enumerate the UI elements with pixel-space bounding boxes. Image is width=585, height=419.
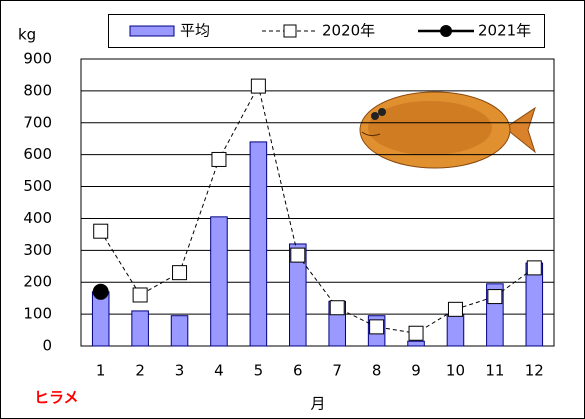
x-tick-label: 7 <box>332 362 342 380</box>
legend-marker <box>440 25 452 37</box>
marker <box>487 289 503 305</box>
x-tick-label: 5 <box>254 362 264 380</box>
legend-label: 2021年 <box>478 22 531 40</box>
bar <box>131 310 149 347</box>
marker <box>369 319 385 335</box>
marker <box>329 300 345 316</box>
x-tick-label: 3 <box>175 362 185 380</box>
bar <box>91 291 110 347</box>
x-tick-label: 10 <box>446 362 465 380</box>
bar <box>249 141 268 347</box>
bar <box>170 315 189 347</box>
marker <box>408 325 424 341</box>
x-tick-label: 2 <box>135 362 145 380</box>
marker <box>211 151 227 167</box>
legend-swatch <box>129 25 175 37</box>
x-tick-label: 11 <box>485 362 504 380</box>
fish-name: ヒラメ <box>34 389 79 407</box>
marker <box>172 265 188 281</box>
y-tick-label: 800 <box>23 81 52 99</box>
x-tick-label: 6 <box>293 362 303 380</box>
bar <box>289 243 307 347</box>
legend-marker <box>283 24 297 38</box>
bar <box>210 216 228 347</box>
plot-border <box>80 58 555 347</box>
y-tick-label: 200 <box>23 273 52 291</box>
marker <box>447 301 463 317</box>
y-axis-label: kg <box>18 26 36 44</box>
x-tick-label: 12 <box>525 362 544 380</box>
bar <box>525 262 544 347</box>
x-tick-label: 4 <box>214 362 224 380</box>
marker <box>290 247 306 263</box>
bar <box>446 313 465 347</box>
x-tick-label: 8 <box>372 362 382 380</box>
y-tick-label: 100 <box>23 305 52 323</box>
marker <box>526 260 542 276</box>
marker <box>93 223 109 239</box>
marker <box>250 78 266 94</box>
y-tick-label: 900 <box>23 50 52 68</box>
y-tick-label: 600 <box>23 145 52 163</box>
y-tick-label: 700 <box>23 113 52 131</box>
marker <box>132 287 148 303</box>
x-axis-label: 月 <box>310 395 325 413</box>
legend-label: 2020年 <box>322 22 375 40</box>
y-tick-label: 500 <box>23 177 52 195</box>
y-tick-label: 400 <box>23 209 52 227</box>
x-tick-label: 9 <box>411 362 421 380</box>
marker <box>92 283 109 300</box>
legend-label: 平均 <box>180 22 210 40</box>
y-tick-label: 0 <box>42 337 52 355</box>
x-tick-label: 1 <box>96 362 106 380</box>
bar <box>407 340 425 347</box>
fish-illustration <box>359 91 536 169</box>
y-tick-label: 300 <box>23 241 52 259</box>
